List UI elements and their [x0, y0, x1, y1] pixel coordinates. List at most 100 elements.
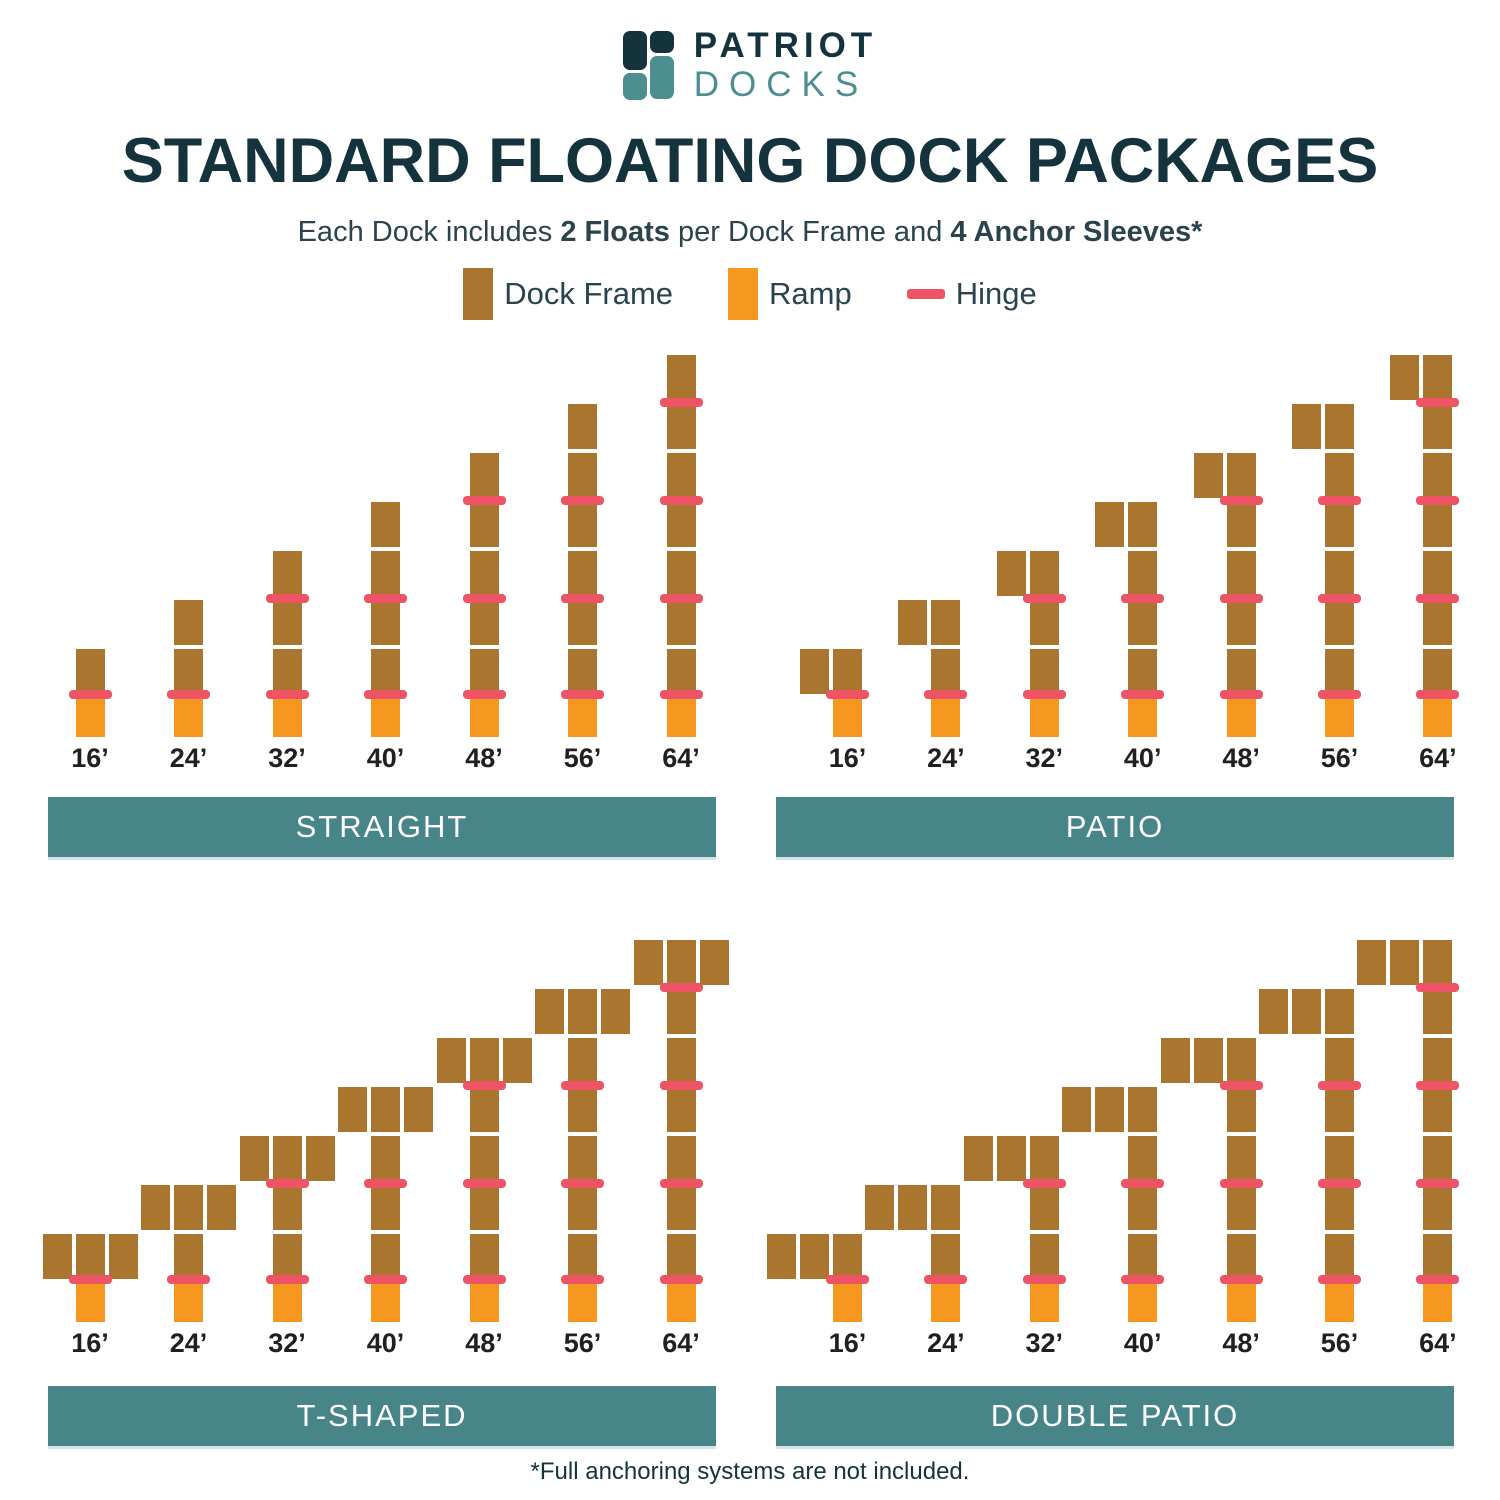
hinge-marker — [659, 593, 703, 603]
ramp-segment — [1029, 694, 1059, 737]
hinge-marker — [1219, 593, 1263, 603]
dock-frame-segment — [568, 1087, 597, 1132]
dock-length-label: 56’ — [1320, 1328, 1359, 1358]
dock-frame-segment — [1325, 1234, 1354, 1279]
hinge-marker — [1022, 593, 1066, 603]
dock-frame-segment — [1325, 453, 1354, 498]
dock-length-label: 48’ — [465, 1328, 503, 1358]
dock-patio-24ft: 24’ — [836, 347, 1056, 779]
dock-frame-extension-left — [1193, 1038, 1223, 1083]
dock-frame-segment — [1226, 502, 1256, 547]
dock-frame-segment — [1029, 551, 1059, 596]
dock-double-patio-48ft: 48’ — [1131, 932, 1351, 1364]
dock-frame-segment — [568, 404, 597, 449]
legend-item-dock-frame: Dock Frame — [463, 268, 673, 320]
hinge-marker — [265, 593, 309, 603]
dock-length-label: 16’ — [71, 743, 109, 773]
dock-patio-56ft: 56’ — [1230, 347, 1450, 779]
hinge-marker — [659, 689, 703, 699]
dock-frame-extension-left — [996, 1136, 1026, 1181]
dock-frame-segment — [272, 649, 302, 694]
dock-frame-segment — [371, 551, 400, 596]
ramp-segment — [1423, 1279, 1453, 1322]
hinge-marker — [462, 689, 506, 699]
dock-length-label: 16’ — [71, 1328, 109, 1358]
dock-frame-segment — [666, 600, 696, 645]
dock-frame-segment — [1325, 989, 1354, 1034]
hinge-marker — [167, 689, 210, 699]
hinge-marker — [68, 1274, 112, 1284]
dock-frame-extension-right — [305, 1136, 335, 1181]
hinge-marker — [265, 1274, 309, 1284]
hinge-marker — [561, 1178, 604, 1188]
ramp-segment — [371, 1279, 400, 1322]
dock-frame-segment — [666, 989, 696, 1034]
dock-frame-segment — [1128, 1136, 1158, 1181]
dock-frame-segment — [1423, 649, 1453, 694]
logo-block-teal-short — [622, 72, 647, 100]
dock-frame-segment — [1325, 1038, 1354, 1083]
subtitle-text: Each Dock includes — [297, 216, 561, 248]
dock-frame-extension-left — [42, 1234, 72, 1279]
dock-frame-segment — [75, 1234, 105, 1279]
hinge-marker — [1318, 1080, 1361, 1090]
hinge-marker — [1416, 982, 1460, 992]
dock-frame-segment — [371, 1185, 400, 1230]
ramp-segment — [1423, 694, 1453, 737]
dock-frame-segment — [1029, 1234, 1059, 1279]
dock-double-patio-24ft: 24’ — [836, 932, 1056, 1364]
dock-length-label: 48’ — [1222, 743, 1260, 773]
dock-frame-segment — [174, 1185, 203, 1230]
dock-frame-segment — [371, 1234, 400, 1279]
dock-patio-48ft: 48’ — [1131, 347, 1351, 779]
hinge-marker — [1416, 1178, 1460, 1188]
dock-length-label: 32’ — [1025, 743, 1064, 773]
dock-frame-segment — [1226, 1185, 1256, 1230]
dock-length-label: 40’ — [1123, 1328, 1162, 1358]
hinge-marker — [1121, 1178, 1165, 1188]
dock-frame-segment — [1226, 453, 1256, 498]
dock-patio-32ft: 32’ — [934, 347, 1154, 779]
dock-t-shaped-56ft: 56’ — [473, 932, 693, 1364]
dock-frame-extension-left — [436, 1038, 466, 1083]
subtitle-text: per Dock Frame and — [669, 216, 951, 248]
hinge-marker — [1022, 1274, 1066, 1284]
hinge-marker — [265, 1178, 309, 1188]
dock-frame-segment — [1325, 551, 1354, 596]
hinge-marker — [1416, 495, 1460, 505]
dock-frame-extension-left — [898, 600, 928, 645]
ramp-segment — [1226, 694, 1256, 737]
dock-frame-segment — [272, 1234, 302, 1279]
dock-frame-extension-left — [1292, 404, 1321, 449]
dock-frame-segment — [469, 600, 499, 645]
dock-frame-segment — [371, 649, 400, 694]
hinge-marker — [1219, 689, 1263, 699]
ramp-segment — [833, 694, 862, 737]
dock-frame-segment — [272, 1185, 302, 1230]
dock-frame-segment — [1423, 940, 1453, 985]
dock-frame-segment — [568, 502, 597, 547]
dock-length-label: 40’ — [366, 743, 405, 773]
dock-frame-segment — [174, 1234, 203, 1279]
dock-length-label: 56’ — [1320, 743, 1359, 773]
dock-frame-segment — [1226, 649, 1256, 694]
dock-frame-segment — [666, 1234, 696, 1279]
dock-frame-segment — [1423, 1038, 1453, 1083]
dock-length-label: 24’ — [927, 743, 965, 773]
hinge-marker — [364, 1178, 407, 1188]
dock-length-label: 48’ — [1222, 1328, 1260, 1358]
dock-double-patio-32ft: 32’ — [934, 932, 1154, 1364]
hinge-marker — [364, 593, 407, 603]
dock-frame-segment — [272, 1136, 302, 1181]
ramp-segment — [833, 1279, 862, 1322]
dock-frame-segment — [568, 649, 597, 694]
dock-frame-segment — [568, 453, 597, 498]
dock-frame-segment — [1423, 1087, 1453, 1132]
dock-patio-64ft: 64’ — [1328, 347, 1500, 779]
dock-length-label: 16’ — [828, 1328, 867, 1358]
dock-frame-segment — [1029, 649, 1059, 694]
ramp-segment — [568, 1279, 597, 1322]
subtitle: Each Dock includes 2 Floats per Dock Fra… — [0, 216, 1500, 249]
subtitle-bold-anchor-sleeves: 4 Anchor Sleeves* — [950, 216, 1203, 248]
dock-frame-segment — [1128, 1185, 1158, 1230]
